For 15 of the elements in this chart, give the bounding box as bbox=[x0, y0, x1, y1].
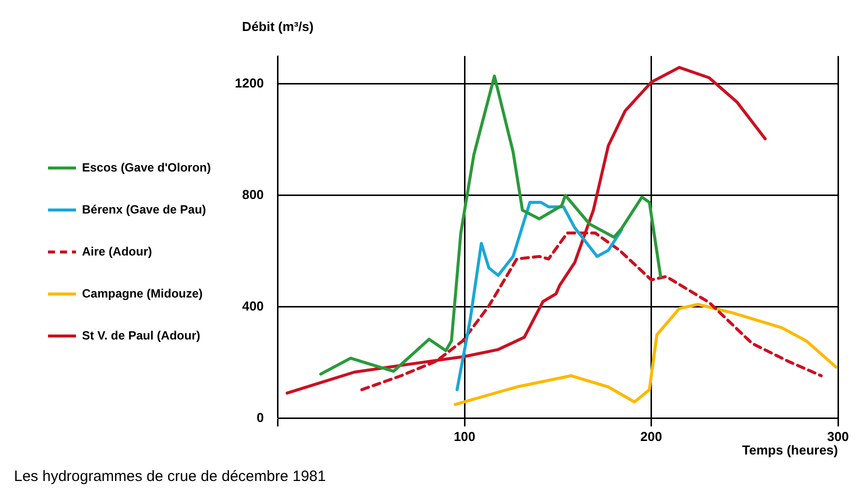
y-tick-label: 800 bbox=[242, 186, 264, 202]
y-axis-title: Débit (m³/s) bbox=[242, 19, 314, 34]
y-tick-label: 0 bbox=[256, 410, 264, 425]
y-tick-label: 1200 bbox=[234, 75, 264, 90]
x-tick-label: 300 bbox=[827, 428, 849, 444]
y-tick-label: 400 bbox=[242, 298, 264, 314]
x-axis-title: Temps (heures) bbox=[742, 442, 838, 458]
legend-label: Escos (Gave d'Oloron) bbox=[82, 160, 211, 174]
legend-label: Bérenx (Gave de Pau) bbox=[82, 202, 206, 216]
legend-label: St V. de Paul (Adour) bbox=[82, 328, 200, 342]
legend-label: Aire (Adour) bbox=[82, 244, 152, 258]
text: Les hydrogrammes de crue de décembre 1981 bbox=[14, 468, 327, 485]
x-tick-label: 200 bbox=[640, 428, 662, 444]
legend-label: Campagne (Midouze) bbox=[82, 286, 203, 300]
x-tick-label: 100 bbox=[454, 428, 476, 444]
